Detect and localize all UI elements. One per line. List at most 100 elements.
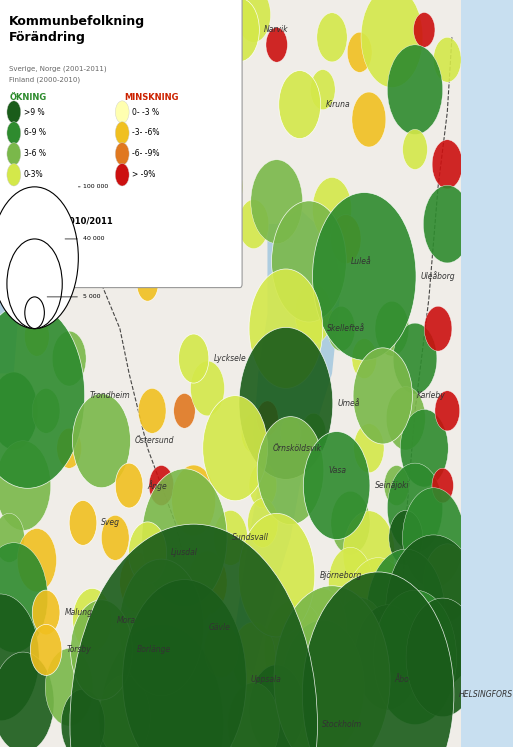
Text: Torsby: Torsby [67, 645, 91, 654]
Circle shape [393, 323, 437, 394]
Text: Finland (2000-2010): Finland (2000-2010) [9, 77, 81, 84]
Text: 5 000: 5 000 [47, 294, 101, 300]
Circle shape [331, 214, 361, 264]
Circle shape [352, 338, 377, 379]
Text: Mora: Mora [116, 616, 135, 624]
Circle shape [353, 348, 412, 444]
Circle shape [70, 600, 132, 700]
Circle shape [352, 92, 386, 147]
Circle shape [312, 193, 416, 360]
Circle shape [128, 522, 167, 583]
Text: Ljusdal: Ljusdal [171, 548, 198, 557]
Circle shape [30, 624, 62, 675]
Circle shape [386, 535, 481, 690]
Circle shape [73, 589, 112, 651]
Circle shape [343, 511, 395, 595]
Circle shape [239, 513, 315, 637]
Text: 100 000: 100 000 [78, 185, 108, 189]
Text: Örnsköldsvik: Örnsköldsvik [272, 444, 321, 453]
Text: 6-9 %: 6-9 % [24, 128, 46, 137]
Polygon shape [0, 0, 115, 374]
Text: HELSINGFORS: HELSINGFORS [459, 690, 512, 699]
Circle shape [102, 515, 129, 560]
Circle shape [162, 37, 189, 82]
Text: Umeå: Umeå [338, 399, 360, 408]
Circle shape [220, 0, 260, 61]
Text: 0- -3 %: 0- -3 % [132, 108, 160, 117]
Circle shape [100, 624, 223, 747]
Circle shape [115, 463, 143, 508]
Circle shape [123, 580, 246, 747]
Text: MINSKNING: MINSKNING [125, 93, 179, 102]
Circle shape [190, 361, 225, 416]
Polygon shape [0, 0, 461, 747]
Circle shape [302, 572, 454, 747]
Text: ÖKNING: ÖKNING [9, 93, 47, 102]
Text: Sveg: Sveg [102, 518, 121, 527]
Circle shape [406, 598, 479, 716]
Circle shape [375, 301, 409, 356]
Circle shape [188, 551, 227, 614]
Circle shape [0, 594, 39, 721]
Circle shape [149, 465, 174, 506]
Circle shape [367, 549, 445, 676]
Circle shape [115, 122, 129, 144]
Circle shape [0, 652, 54, 747]
Circle shape [317, 13, 347, 62]
Circle shape [7, 164, 21, 186]
Text: -6- -9%: -6- -9% [132, 149, 160, 158]
Circle shape [12, 282, 34, 316]
Circle shape [142, 469, 227, 607]
Circle shape [256, 401, 278, 436]
Circle shape [373, 590, 457, 725]
Text: Sverige, Norge (2001-2011): Sverige, Norge (2001-2011) [9, 66, 107, 72]
Circle shape [120, 553, 157, 613]
Circle shape [389, 510, 423, 565]
Text: >9 %: >9 % [24, 108, 45, 117]
Text: Malung: Malung [65, 608, 92, 617]
Text: Mo i Rana: Mo i Rana [82, 205, 120, 214]
Circle shape [384, 465, 409, 506]
Text: 0-3%: 0-3% [24, 170, 44, 179]
Text: AF: AF [187, 155, 208, 170]
Circle shape [432, 140, 462, 189]
Circle shape [0, 543, 48, 652]
Text: -3- -6%: -3- -6% [132, 128, 160, 137]
Circle shape [400, 409, 448, 487]
Circle shape [251, 160, 303, 244]
Circle shape [115, 143, 129, 165]
Circle shape [200, 17, 243, 87]
Circle shape [61, 689, 105, 747]
Circle shape [239, 327, 333, 480]
Circle shape [271, 201, 346, 322]
Text: Trondheim: Trondheim [89, 391, 130, 400]
Circle shape [0, 441, 51, 530]
Circle shape [183, 573, 213, 622]
Text: Narvik: Narvik [264, 25, 288, 34]
Circle shape [241, 413, 266, 453]
Circle shape [228, 683, 280, 747]
Text: 40 000: 40 000 [65, 237, 105, 241]
Text: Luleå: Luleå [351, 257, 371, 266]
Circle shape [354, 424, 384, 473]
Circle shape [232, 622, 275, 692]
Text: Skellefteå: Skellefteå [327, 324, 365, 333]
Circle shape [274, 586, 390, 747]
Circle shape [435, 391, 460, 431]
Text: Uleåborg: Uleåborg [421, 271, 456, 282]
Circle shape [0, 513, 25, 562]
Circle shape [299, 589, 347, 666]
Circle shape [423, 544, 471, 622]
Text: Östersund: Östersund [135, 436, 174, 445]
Circle shape [17, 529, 56, 592]
Polygon shape [230, 209, 341, 672]
Circle shape [7, 239, 62, 329]
Circle shape [139, 388, 166, 433]
Circle shape [57, 428, 82, 468]
Circle shape [266, 28, 287, 62]
Circle shape [423, 185, 471, 263]
Text: Stockholm: Stockholm [322, 720, 362, 729]
Circle shape [239, 199, 269, 249]
Circle shape [218, 167, 243, 207]
Circle shape [424, 306, 452, 351]
